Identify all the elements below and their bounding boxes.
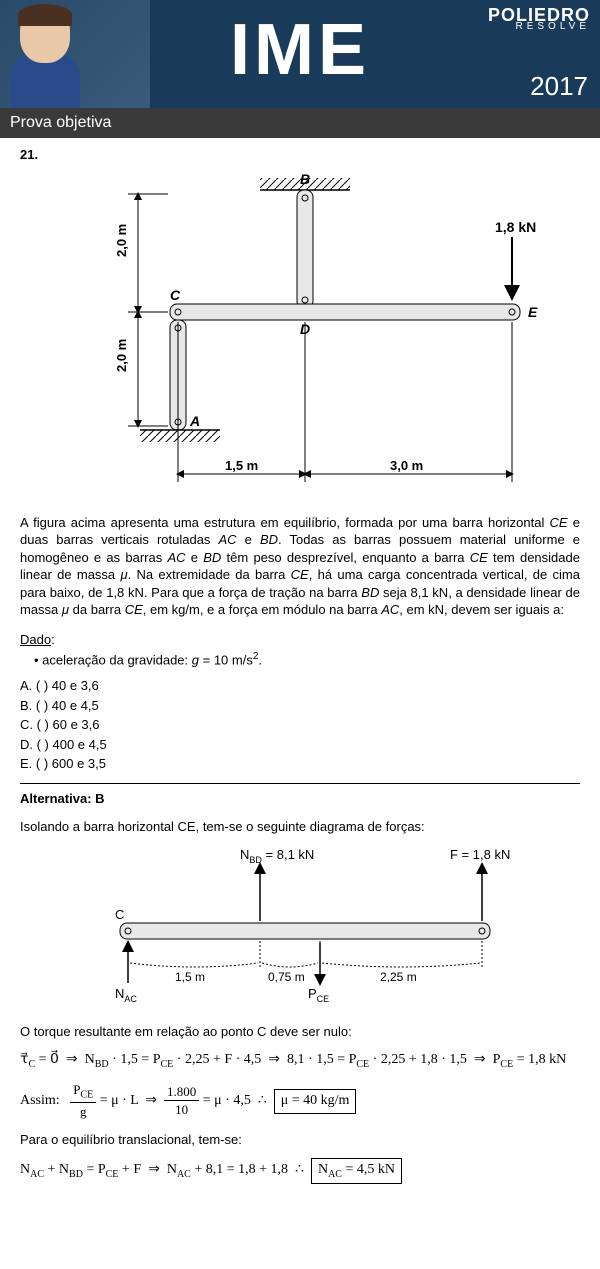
dado-label: Dado [20,631,51,649]
subheader: Prova objetiva [0,108,600,138]
svg-text:3,0 m: 3,0 m [390,458,423,473]
structure-diagram: B C D E A 1,8 kN 2,0 m 2,0 m 1,5 m 3,0 m [20,172,580,502]
option-d: D. ( ) 400 e 4,5 [20,736,580,754]
separator [20,783,580,784]
svg-text:0,75 m: 0,75 m [268,970,305,984]
svg-text:C: C [115,907,124,922]
equation-mu: Assim: PCEg = μ · L ⇒ 1.80010 = μ · 4,5 … [20,1081,580,1121]
option-c: C. ( ) 60 e 3,6 [20,716,580,734]
free-body-diagram: NBD = 8,1 kN F = 1,8 kN NAC PCE C 1,5 m … [30,843,570,1013]
svg-text:E: E [528,304,538,320]
torque-text: O torque resultante em relação ao ponto … [20,1023,580,1041]
problem-statement: A figura acima apresenta uma estrutura e… [20,514,580,619]
photo-hair [18,4,72,26]
svg-text:1,8 kN: 1,8 kN [495,219,536,235]
translational-text: Para o equilíbrio translacional, tem-se: [20,1131,580,1149]
equation-torque: τ⃗C = 0⃗ ⇒ NBD · 1,5 = PCE · 2,25 + F · … [20,1051,580,1071]
equation-nac: NAC + NBD = PCE + F ⇒ NAC + 8,1 = 1,8 + … [20,1158,580,1184]
svg-text:1,5 m: 1,5 m [225,458,258,473]
svg-text:2,25 m: 2,25 m [380,970,417,984]
option-b: B. ( ) 40 e 4,5 [20,697,580,715]
svg-text:NAC: NAC [115,986,137,1004]
header-banner: POLIEDRO RESOLVE IME 2017 [0,0,600,108]
options-list: A. ( ) 40 e 3,6 B. ( ) 40 e 4,5 C. ( ) 6… [20,677,580,773]
svg-text:A: A [189,413,200,429]
question-number: 21. [20,146,580,164]
answer-alternative: Alternativa: B [20,790,580,808]
svg-text:2,0 m: 2,0 m [114,223,129,256]
main-content: 21. [0,138,600,1202]
student-photo [0,0,150,108]
svg-text:C: C [170,287,181,303]
solution-intro: Isolando a barra horizontal CE, tem-se o… [20,818,580,836]
svg-text:PCE: PCE [308,986,329,1004]
exam-title: IME [230,9,370,91]
svg-text:NBD = 8,1 kN: NBD = 8,1 kN [240,847,314,865]
exam-year: 2017 [530,71,588,102]
svg-text:F = 1,8 kN: F = 1,8 kN [450,847,510,862]
svg-text:2,0 m: 2,0 m [114,338,129,371]
option-a: A. ( ) 40 e 3,6 [20,677,580,695]
option-e: E. ( ) 600 e 3,5 [20,755,580,773]
svg-text:B: B [300,172,310,187]
dado-text: • aceleração da gravidade: g = 10 m/s2. [34,650,580,669]
svg-text:1,5 m: 1,5 m [175,970,205,984]
brand-block: POLIEDRO RESOLVE [488,6,590,32]
